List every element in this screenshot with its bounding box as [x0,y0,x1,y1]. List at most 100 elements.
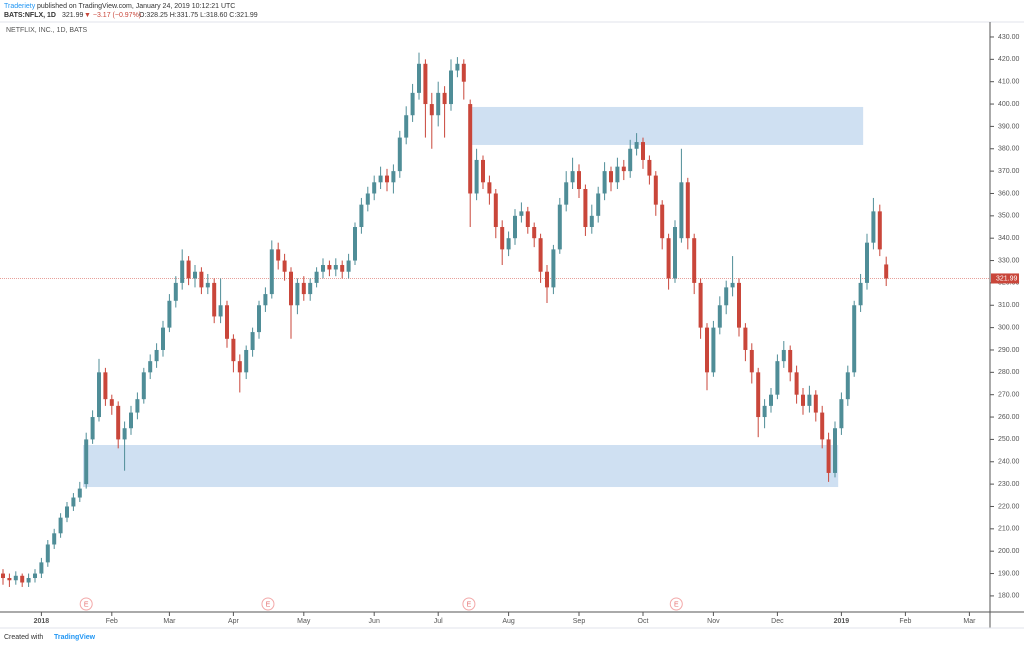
candle-body [628,148,633,172]
y-tick-label: 190.00 [998,570,1020,577]
candle-body [20,575,25,583]
candle-body [557,204,562,250]
candle-body [1,573,5,579]
candle-body [327,265,332,270]
candle-body [154,349,159,362]
event-marker [669,597,683,611]
candle-body [340,265,345,272]
event-marker [462,597,476,611]
candle-body [717,305,722,328]
candle-body [404,115,409,138]
candle-body [250,332,255,350]
candle-body [295,282,300,306]
candle-body [244,349,249,373]
candle-body [845,372,850,400]
candle-body [692,238,697,283]
candle-body [148,361,153,373]
brand[interactable]: TradingView [54,634,96,641]
candle-body [391,171,396,183]
candle-body [429,104,434,116]
candle-body [852,305,857,373]
y-tick-label: 350.00 [998,213,1020,220]
candle-body [621,166,626,172]
x-tick-label: Dec [771,618,784,625]
event-label: E [266,601,271,608]
last-price-box [991,273,1019,284]
candle-body [365,193,370,205]
y-tick-label: 380.00 [998,146,1020,153]
candle-body [743,327,748,350]
author[interactable]: Traderiety [4,3,36,10]
candle-body [775,361,780,395]
candle-body [513,215,517,239]
candle-body [711,327,716,373]
candle-body [525,211,530,228]
candle-body [801,394,805,406]
published: published on TradingView.com, January 24… [37,3,235,10]
candle-body [276,249,281,261]
symbol: BATS:NFLX, 1D [4,12,56,19]
candle-body [423,63,428,105]
y-tick-label: 360.00 [998,190,1020,197]
candle-body [52,533,57,545]
candle-body [781,349,786,362]
candle-body [769,394,773,406]
candle-body [122,428,127,440]
candle-body [673,227,677,279]
x-tick-label: Mar [963,618,976,625]
candle-body [225,305,229,339]
candle-body [653,175,658,205]
zone [472,106,864,145]
y-tick-label: 270.00 [998,392,1020,399]
candle-body [577,171,581,190]
zone [83,444,839,488]
candle-body [705,327,709,373]
candle-body [314,271,319,283]
candle-body [205,282,210,288]
y-tick-label: 230.00 [998,481,1020,488]
candle-body [65,506,69,518]
candle-body [308,282,313,295]
candle-body [468,104,473,194]
candle-body [378,175,383,183]
candle-body [481,159,485,183]
candle-body [749,349,754,373]
x-tick-label: 2018 [34,618,50,625]
candle-body [551,249,556,288]
candle-body [756,372,761,418]
ohlc: O:328.25 H:331.75 L:318.60 C:321.99 [139,12,258,19]
x-tick-label: Mar [163,618,176,625]
x-tick-label: Oct [638,618,649,625]
y-tick-label: 390.00 [998,123,1020,130]
candle-body [231,338,236,362]
candle-body [500,227,505,250]
candle-body [826,439,831,473]
x-tick-label: Jul [434,618,443,625]
candle-body [538,238,543,272]
y-tick-label: 180.00 [998,593,1020,600]
y-tick-label: 210.00 [998,526,1020,533]
candle-body [519,211,524,216]
candle-body [794,372,799,395]
candle-body [346,260,351,272]
candle-body [839,399,844,429]
candle-body [762,405,767,418]
candle-body [679,182,684,239]
candle-body [257,305,261,333]
candle-body [237,361,242,373]
candle-body [33,573,37,579]
y-tick-label: 400.00 [998,101,1020,108]
y-tick-label: 280.00 [998,369,1020,376]
candle-body [167,300,172,328]
candle-body [186,260,191,279]
candle-body [321,265,325,272]
candle-body [436,92,441,116]
y-tick-label: 340.00 [998,235,1020,242]
candle-body [442,92,447,105]
y-tick-label: 250.00 [998,436,1020,443]
candle-body [212,282,217,317]
candle-body [833,428,837,473]
event-marker [261,597,275,611]
candle-body [84,439,89,485]
